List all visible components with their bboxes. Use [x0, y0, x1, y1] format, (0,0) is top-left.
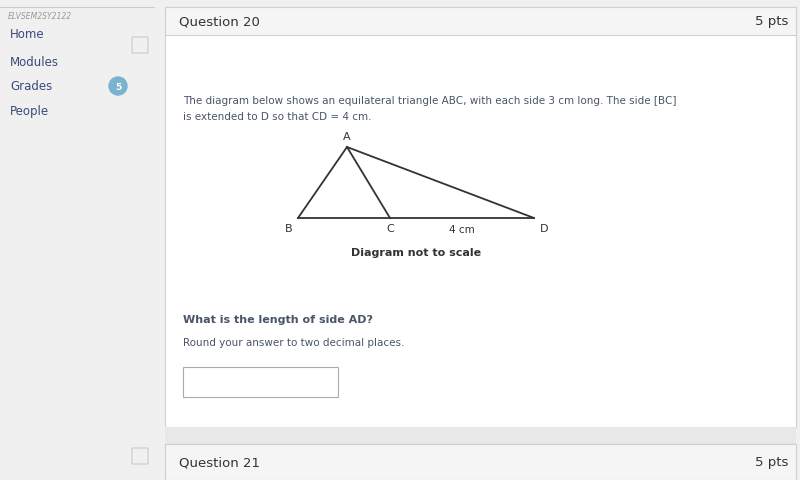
Text: 5 pts: 5 pts: [754, 456, 788, 468]
Bar: [165, 444, 796, 480]
Bar: [183, 367, 338, 397]
Text: Question 20: Question 20: [179, 15, 260, 28]
Text: C: C: [386, 224, 394, 233]
Bar: [165, 444, 796, 480]
Text: Question 21: Question 21: [179, 456, 260, 468]
Text: 4 cm: 4 cm: [449, 225, 475, 235]
Text: ELVSEM2SY2122: ELVSEM2SY2122: [8, 12, 72, 21]
Text: is extended to D so that CD = 4 cm.: is extended to D so that CD = 4 cm.: [183, 112, 371, 122]
Text: Modules: Modules: [10, 55, 59, 68]
Text: What is the length of side AD?: What is the length of side AD?: [183, 314, 373, 324]
Bar: [165, 8, 796, 427]
Circle shape: [109, 78, 127, 96]
Text: Grades: Grades: [10, 80, 52, 93]
Text: A: A: [343, 132, 351, 142]
Text: 5 pts: 5 pts: [754, 15, 788, 28]
Text: Diagram not to scale: Diagram not to scale: [351, 248, 481, 257]
Text: Home: Home: [10, 28, 45, 41]
Text: Round your answer to two decimal places.: Round your answer to two decimal places.: [183, 337, 404, 347]
Text: B: B: [286, 224, 293, 233]
Bar: [165, 427, 796, 444]
Text: People: People: [10, 105, 49, 118]
Text: 5: 5: [115, 83, 121, 91]
Text: D: D: [540, 224, 549, 233]
Text: The diagram below shows an equilateral triangle ABC, with each side 3 cm long. T: The diagram below shows an equilateral t…: [183, 96, 677, 106]
Bar: [165, 8, 796, 36]
